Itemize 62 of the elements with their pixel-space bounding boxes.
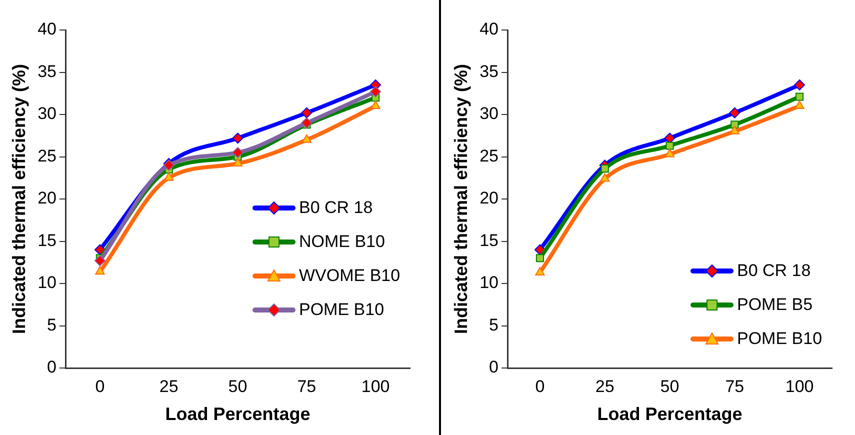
point: [664, 148, 675, 158]
x-tick-label: 25: [595, 376, 614, 396]
y-tick-label: 35: [38, 62, 57, 81]
point: [232, 158, 243, 167]
y-tick-label: 15: [38, 230, 57, 250]
point: [370, 100, 380, 110]
y-tick-label: 35: [480, 62, 499, 81]
x-tick-label: 25: [159, 376, 178, 396]
legend-label: NOME B10: [299, 232, 385, 252]
point: [729, 107, 740, 118]
x-tick-label: 100: [785, 376, 814, 396]
point: [600, 173, 610, 182]
x-tick-label: 0: [535, 376, 545, 396]
x-axis-title: Load Percentage: [165, 404, 310, 424]
y-tick-label: 15: [480, 230, 499, 250]
legend-label: B0 CR 18: [737, 261, 811, 281]
y-tick-label: 40: [480, 20, 499, 39]
y-tick-label: 30: [480, 104, 499, 124]
point: [796, 92, 804, 101]
legend-label: POME B10: [299, 300, 384, 320]
legend-label: WVOME B10: [299, 266, 400, 286]
point: [94, 255, 106, 266]
point: [370, 86, 382, 98]
x-tick-label: 100: [361, 376, 390, 396]
x-tick-label: 75: [297, 376, 316, 396]
y-tick-label: 0: [489, 358, 499, 377]
y-axis-title: Indicated thermal efficiency (%): [450, 64, 471, 334]
point: [301, 107, 312, 118]
x-tick-label: 0: [95, 376, 105, 396]
point: [302, 134, 312, 143]
y-tick-label: 5: [47, 315, 57, 334]
point: [301, 117, 312, 128]
point: [164, 172, 174, 181]
point: [535, 267, 545, 276]
point: [536, 254, 544, 262]
x-tick-label: 50: [660, 376, 680, 396]
y-tick-label: 30: [38, 104, 57, 124]
point: [794, 100, 804, 110]
y-tick-label: 5: [489, 315, 499, 334]
point: [730, 120, 739, 129]
point: [794, 79, 806, 90]
y-tick-label: 10: [38, 273, 57, 292]
x-axis-title: Load Percentage: [597, 404, 742, 424]
point: [232, 132, 244, 144]
y-tick-label: 40: [38, 20, 57, 39]
point: [666, 142, 674, 150]
y-tick-label: 20: [480, 188, 499, 208]
legend-label: POME B10: [737, 329, 822, 349]
point: [730, 126, 740, 134]
x-tick-label: 50: [228, 376, 248, 396]
point: [232, 147, 244, 158]
legend-label: B0 CR 18: [299, 198, 373, 218]
y-tick-label: 10: [480, 273, 499, 292]
y-tick-label: 25: [480, 146, 499, 166]
point: [600, 164, 609, 173]
y-axis-title: Indicated thermal efficiency (%): [8, 64, 29, 334]
y-tick-label: 25: [38, 146, 57, 166]
y-tick-label: 0: [47, 358, 57, 377]
point: [95, 266, 105, 275]
legend-label: POME B5: [737, 295, 813, 315]
y-tick-label: 20: [38, 188, 57, 208]
x-tick-label: 75: [725, 376, 744, 396]
